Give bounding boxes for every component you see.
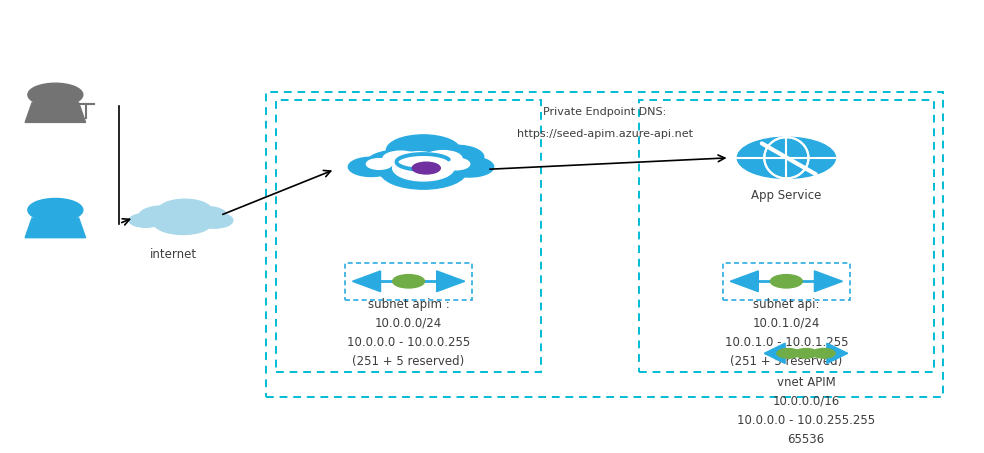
Circle shape bbox=[348, 157, 395, 177]
Circle shape bbox=[393, 155, 454, 181]
Bar bbox=[640, 100, 934, 372]
Circle shape bbox=[445, 157, 494, 177]
Circle shape bbox=[770, 275, 802, 288]
Circle shape bbox=[129, 213, 162, 227]
Bar bbox=[344, 263, 472, 300]
Circle shape bbox=[737, 137, 835, 178]
Text: subnet api:
10.0.1.0/24
10.0.1.0 - 10.0.1.255
(251 + 5 reserved): subnet api: 10.0.1.0/24 10.0.1.0 - 10.0.… bbox=[724, 298, 848, 368]
Text: subnet apim :
10.0.0.0/24
10.0.0.0 - 10.0.0.255
(251 + 5 reserved): subnet apim : 10.0.0.0/24 10.0.0.0 - 10.… bbox=[347, 298, 470, 368]
Circle shape bbox=[412, 162, 440, 174]
Circle shape bbox=[158, 199, 212, 222]
Polygon shape bbox=[26, 103, 86, 122]
Polygon shape bbox=[26, 218, 86, 238]
Circle shape bbox=[395, 152, 443, 172]
Bar bbox=[722, 263, 850, 300]
Circle shape bbox=[776, 348, 800, 358]
Text: vnet APIM
10.0.0.0/16
10.0.0.0 - 10.0.255.255
65536: vnet APIM 10.0.0.0/16 10.0.0.0 - 10.0.25… bbox=[737, 376, 875, 446]
Text: https://seed-apim.azure-api.net: https://seed-apim.azure-api.net bbox=[517, 129, 693, 139]
Circle shape bbox=[428, 145, 484, 169]
Text: internet: internet bbox=[150, 247, 197, 260]
Circle shape bbox=[442, 158, 469, 170]
Circle shape bbox=[387, 135, 461, 166]
Polygon shape bbox=[827, 343, 847, 363]
Polygon shape bbox=[730, 271, 759, 292]
Circle shape bbox=[28, 83, 83, 106]
Circle shape bbox=[794, 348, 818, 358]
Circle shape bbox=[154, 210, 213, 235]
Circle shape bbox=[393, 275, 424, 288]
Circle shape bbox=[812, 348, 835, 358]
Circle shape bbox=[28, 198, 83, 222]
Circle shape bbox=[424, 150, 462, 167]
Text: App Service: App Service bbox=[751, 188, 822, 202]
Circle shape bbox=[366, 150, 432, 178]
Bar bbox=[277, 100, 541, 372]
Polygon shape bbox=[352, 271, 381, 292]
Bar bbox=[267, 92, 944, 396]
Circle shape bbox=[380, 153, 466, 189]
Polygon shape bbox=[815, 271, 842, 292]
Circle shape bbox=[383, 151, 418, 166]
Circle shape bbox=[196, 212, 233, 228]
Polygon shape bbox=[437, 271, 464, 292]
Circle shape bbox=[139, 206, 188, 226]
Text: Private Endpoint DNS:: Private Endpoint DNS: bbox=[543, 106, 666, 116]
Circle shape bbox=[366, 159, 392, 169]
Polygon shape bbox=[765, 343, 785, 363]
Circle shape bbox=[184, 207, 227, 224]
